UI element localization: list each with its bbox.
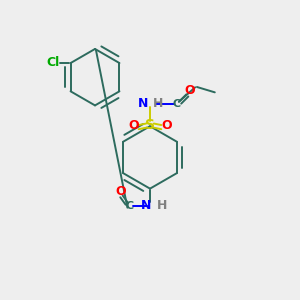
Text: H: H (153, 98, 163, 110)
Text: H: H (157, 200, 167, 212)
Text: N: N (141, 200, 151, 212)
Text: C: C (173, 99, 181, 109)
Text: S: S (145, 118, 155, 132)
Text: C: C (126, 201, 134, 211)
Text: O: O (115, 184, 126, 197)
Text: Cl: Cl (47, 56, 60, 69)
Text: N: N (138, 98, 148, 110)
Text: O: O (128, 119, 139, 132)
Text: O: O (184, 84, 194, 97)
Text: O: O (161, 119, 172, 132)
